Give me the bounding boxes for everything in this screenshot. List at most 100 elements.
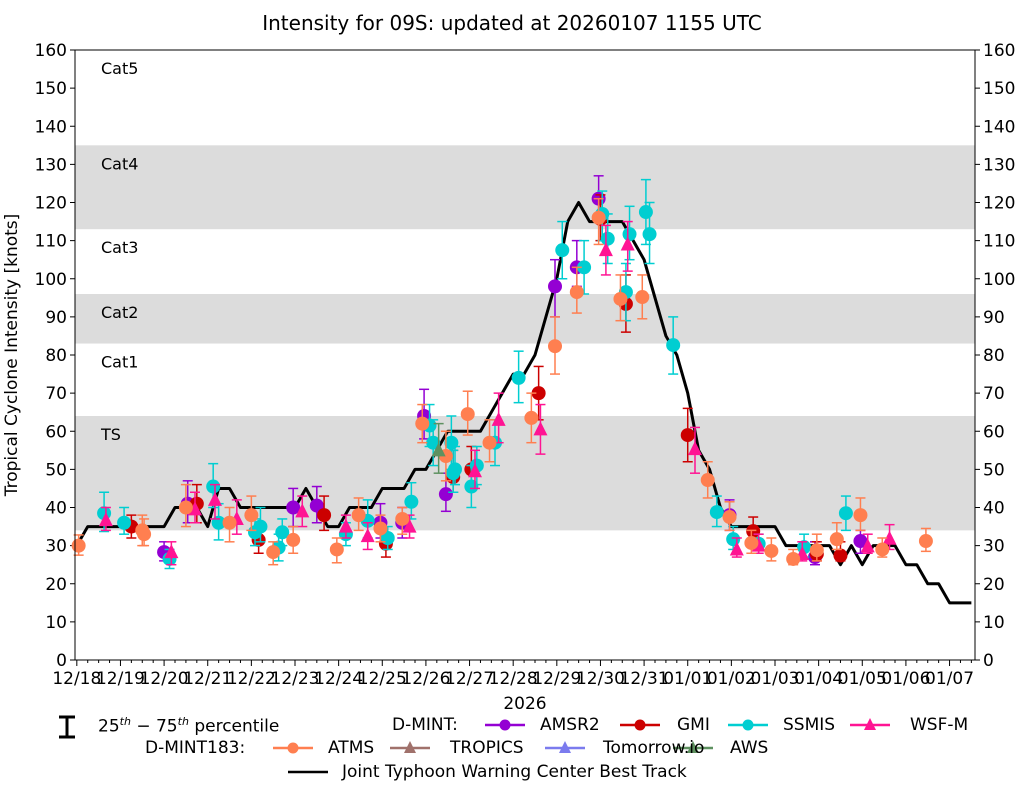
category-label-cat4: Cat4	[101, 154, 138, 173]
point-atms	[222, 515, 237, 530]
y-tick-label-right: 140	[983, 117, 1015, 137]
y-tick-label-right: 60	[983, 422, 1005, 442]
y-tick-label-right: 100	[983, 270, 1015, 290]
plot-frame	[74, 49, 976, 661]
point-ssmis	[709, 505, 724, 520]
point-wsf-m	[360, 528, 375, 543]
point-ssmis	[838, 506, 853, 521]
category-label-cat5: Cat5	[101, 59, 138, 78]
point-atms	[286, 532, 301, 547]
x-tick-label: 12/29	[532, 669, 581, 689]
point-ssmis	[117, 515, 132, 530]
x-tick-label: 12/22	[227, 669, 276, 689]
category-label-cat2: Cat2	[101, 303, 138, 322]
point-wsf-m	[598, 242, 613, 257]
point-atms	[764, 543, 779, 558]
x-tick-label: 01/01	[663, 669, 712, 689]
y-tick-label-right: 80	[983, 346, 1005, 366]
y-tick-label-right: 160	[983, 41, 1015, 61]
y-tick-label-right: 70	[983, 384, 1005, 404]
x-tick-label: 01/06	[881, 669, 930, 689]
x-tick-label: 01/07	[925, 669, 974, 689]
point-atms	[351, 508, 366, 523]
point-ssmis	[642, 227, 657, 242]
y-tick-label-right: 30	[983, 537, 1005, 557]
x-tick-label: 12/28	[489, 669, 538, 689]
point-wsf-m	[98, 512, 113, 527]
legend-sup: th	[177, 715, 189, 728]
point-wsf-m	[882, 530, 897, 545]
legend-sup: th	[119, 715, 131, 728]
point-wsf-m	[491, 411, 506, 426]
point-atms	[266, 545, 281, 560]
category-label-cat3: Cat3	[101, 238, 138, 257]
point-wsf-m	[468, 463, 482, 478]
y-tick-label-right: 10	[983, 613, 1005, 633]
point-wsf-m	[620, 236, 635, 251]
legend-atms: ATMS	[328, 738, 375, 758]
errorbar-icon	[59, 715, 75, 739]
point-aws	[431, 442, 446, 457]
legend-gmi: GMI	[677, 715, 710, 735]
legend-marker-atms	[287, 742, 299, 754]
chart-title: Intensity for 09S: updated at 20260107 1…	[262, 11, 762, 35]
x-tick-label: 01/04	[794, 669, 843, 689]
point-ssmis	[206, 479, 221, 494]
point-wsf-m	[208, 491, 222, 506]
x-tick-label: 01/05	[838, 669, 887, 689]
y-tick-label-left: 30	[45, 537, 67, 557]
point-ssmis	[555, 243, 570, 258]
legend-percentile-text: percentile	[188, 716, 280, 737]
point-amsr2	[309, 498, 324, 513]
y-axis-label: Tropical Cyclone Intensity [knots]	[2, 214, 22, 498]
y-tick-label-left: 50	[45, 460, 67, 480]
point-wsf-m	[402, 518, 417, 533]
x-tick-label: 12/27	[445, 669, 494, 689]
y-tick-label-left: 130	[35, 155, 67, 175]
point-atms	[415, 416, 430, 431]
point-atms	[329, 542, 344, 557]
point-gmi	[531, 386, 546, 401]
point-atms	[853, 508, 868, 523]
x-tick-label: 12/24	[314, 669, 363, 689]
point-ssmis	[622, 227, 637, 242]
y-tick-label-right: 150	[983, 79, 1015, 99]
y-tick-label-left: 0	[56, 651, 67, 671]
legend-tomorrow-io: Tomorrow.io	[603, 738, 705, 758]
point-amsr2	[286, 500, 301, 515]
x-tick-label: 01/02	[707, 669, 756, 689]
y-tick-label-left: 150	[35, 79, 67, 99]
legend-marker-wsf-m	[864, 718, 876, 730]
x-tick-label: 12/26	[401, 669, 450, 689]
legend-marker-amsr2	[499, 719, 511, 731]
point-atms	[635, 290, 650, 305]
legend-group-dmint: D-MINT:	[392, 715, 458, 735]
y-tick-label-right: 90	[983, 308, 1005, 328]
point-wsf-m	[338, 518, 353, 533]
category-label-ts: TS	[100, 425, 121, 444]
category-band-cat4	[75, 145, 975, 230]
y-tick-label-left: 80	[45, 346, 67, 366]
legend-aws: AWS	[730, 738, 769, 758]
point-atms	[591, 210, 606, 225]
point-amsr2	[438, 487, 453, 502]
legend-percentile-25: 25	[98, 716, 120, 737]
y-tick-label-left: 10	[45, 613, 67, 633]
x-tick-label: 12/21	[183, 669, 232, 689]
category-label-cat1: Cat1	[101, 353, 138, 372]
y-tick-label-right: 120	[983, 194, 1015, 214]
legend-tropics: TROPICS	[450, 738, 524, 758]
category-band-ts	[75, 416, 975, 531]
point-atms	[918, 534, 933, 549]
legend-percentile: 25th − 75th percentile	[52, 712, 279, 740]
legend-marker-gmi	[634, 719, 646, 731]
point-atms	[71, 538, 86, 553]
legend-percentile-75: − 75	[130, 716, 178, 737]
point-atms	[524, 410, 539, 425]
y-tick-label-left: 20	[45, 575, 67, 595]
y-tick-label-left: 90	[45, 308, 67, 328]
point-ssmis	[275, 525, 290, 540]
point-gmi	[833, 548, 848, 563]
point-atms	[875, 542, 890, 557]
